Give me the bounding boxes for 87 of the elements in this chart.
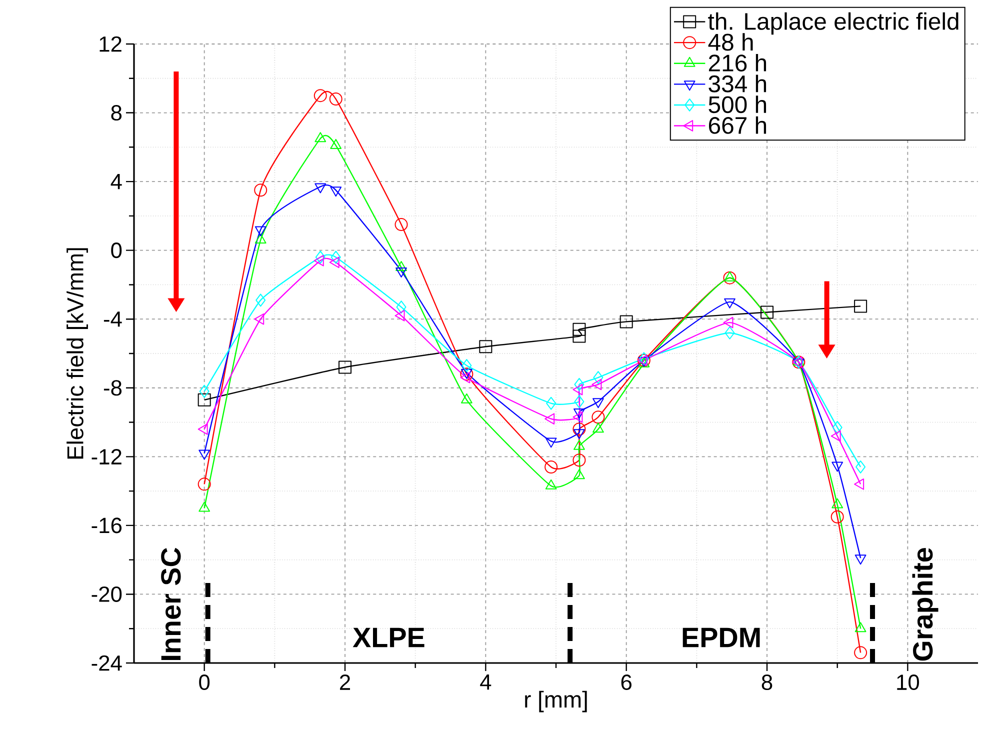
point xyxy=(592,378,602,390)
point xyxy=(254,184,268,197)
x-tick-label: 4 xyxy=(480,674,492,690)
x-tick-label: 10 xyxy=(897,674,919,690)
point xyxy=(592,410,605,424)
point xyxy=(574,408,585,418)
point xyxy=(394,310,405,322)
y-tick-label: 8 xyxy=(111,105,122,121)
point xyxy=(544,413,555,425)
point xyxy=(198,502,210,512)
point xyxy=(574,378,584,391)
x-tick-label: 8 xyxy=(762,674,772,690)
point xyxy=(396,300,406,314)
x-tick-label: 6 xyxy=(621,674,632,690)
point xyxy=(574,469,585,480)
annotation: EPDM xyxy=(682,628,760,648)
point xyxy=(254,226,266,236)
point xyxy=(572,330,586,343)
point xyxy=(460,372,470,384)
point xyxy=(760,306,774,319)
annotation: XLPE xyxy=(352,628,424,648)
point xyxy=(724,326,735,340)
point xyxy=(544,460,558,474)
point xyxy=(572,384,583,396)
point xyxy=(830,430,841,442)
y-tick-label: 0 xyxy=(111,242,122,258)
point xyxy=(854,646,868,660)
point xyxy=(854,478,864,490)
point xyxy=(462,359,472,372)
point xyxy=(198,393,211,406)
y-tick-label: -4 xyxy=(104,312,122,327)
x-tick-label: 0 xyxy=(199,674,210,690)
x-tick-label: 2 xyxy=(340,674,350,690)
point xyxy=(394,218,408,232)
point xyxy=(546,396,556,410)
point xyxy=(338,360,352,374)
point xyxy=(572,322,586,336)
point xyxy=(724,298,736,308)
point xyxy=(330,186,342,197)
point xyxy=(198,423,208,435)
point xyxy=(330,250,341,264)
y-tick-label: -8 xyxy=(104,380,122,396)
point xyxy=(254,313,264,325)
point xyxy=(723,316,734,328)
point xyxy=(574,440,585,450)
y-axis-title: Electric field [kV/mm] xyxy=(66,248,88,459)
point xyxy=(479,340,492,354)
y-tick-label: 12 xyxy=(100,36,122,52)
legend-label: 334 h xyxy=(708,74,766,92)
y-tick-label: 4 xyxy=(110,174,122,190)
point xyxy=(198,478,211,491)
point xyxy=(572,411,583,423)
point xyxy=(593,371,604,384)
point xyxy=(723,271,736,284)
point xyxy=(329,256,340,268)
point xyxy=(572,422,586,436)
legend-label: 500 h xyxy=(708,96,766,114)
point xyxy=(572,454,586,467)
annotation: Graphite xyxy=(912,548,938,661)
point xyxy=(856,460,866,474)
point xyxy=(256,294,266,307)
point xyxy=(592,422,604,433)
y-tick-label: -20 xyxy=(92,586,122,602)
y-tick-label: -16 xyxy=(92,518,122,534)
x-axis-title: r [mm] xyxy=(525,690,587,712)
point xyxy=(637,354,648,366)
point xyxy=(315,250,326,264)
point xyxy=(314,89,327,102)
point xyxy=(329,92,342,106)
point xyxy=(396,267,407,278)
y-tick-label: -12 xyxy=(92,449,122,464)
point xyxy=(620,315,633,328)
legend-label: 48 h xyxy=(708,33,753,51)
point xyxy=(199,384,210,398)
point xyxy=(854,300,868,313)
point xyxy=(574,395,584,408)
point xyxy=(314,254,324,266)
legend-label: 667 h xyxy=(708,116,766,134)
point xyxy=(314,183,326,194)
point xyxy=(545,479,557,490)
point xyxy=(854,622,866,632)
annotation: Inner SC xyxy=(161,548,181,660)
point xyxy=(832,498,844,508)
point xyxy=(830,510,844,524)
legend-label: 216 h xyxy=(708,54,766,72)
point xyxy=(832,420,842,434)
y-tick-label: -24 xyxy=(92,655,122,671)
